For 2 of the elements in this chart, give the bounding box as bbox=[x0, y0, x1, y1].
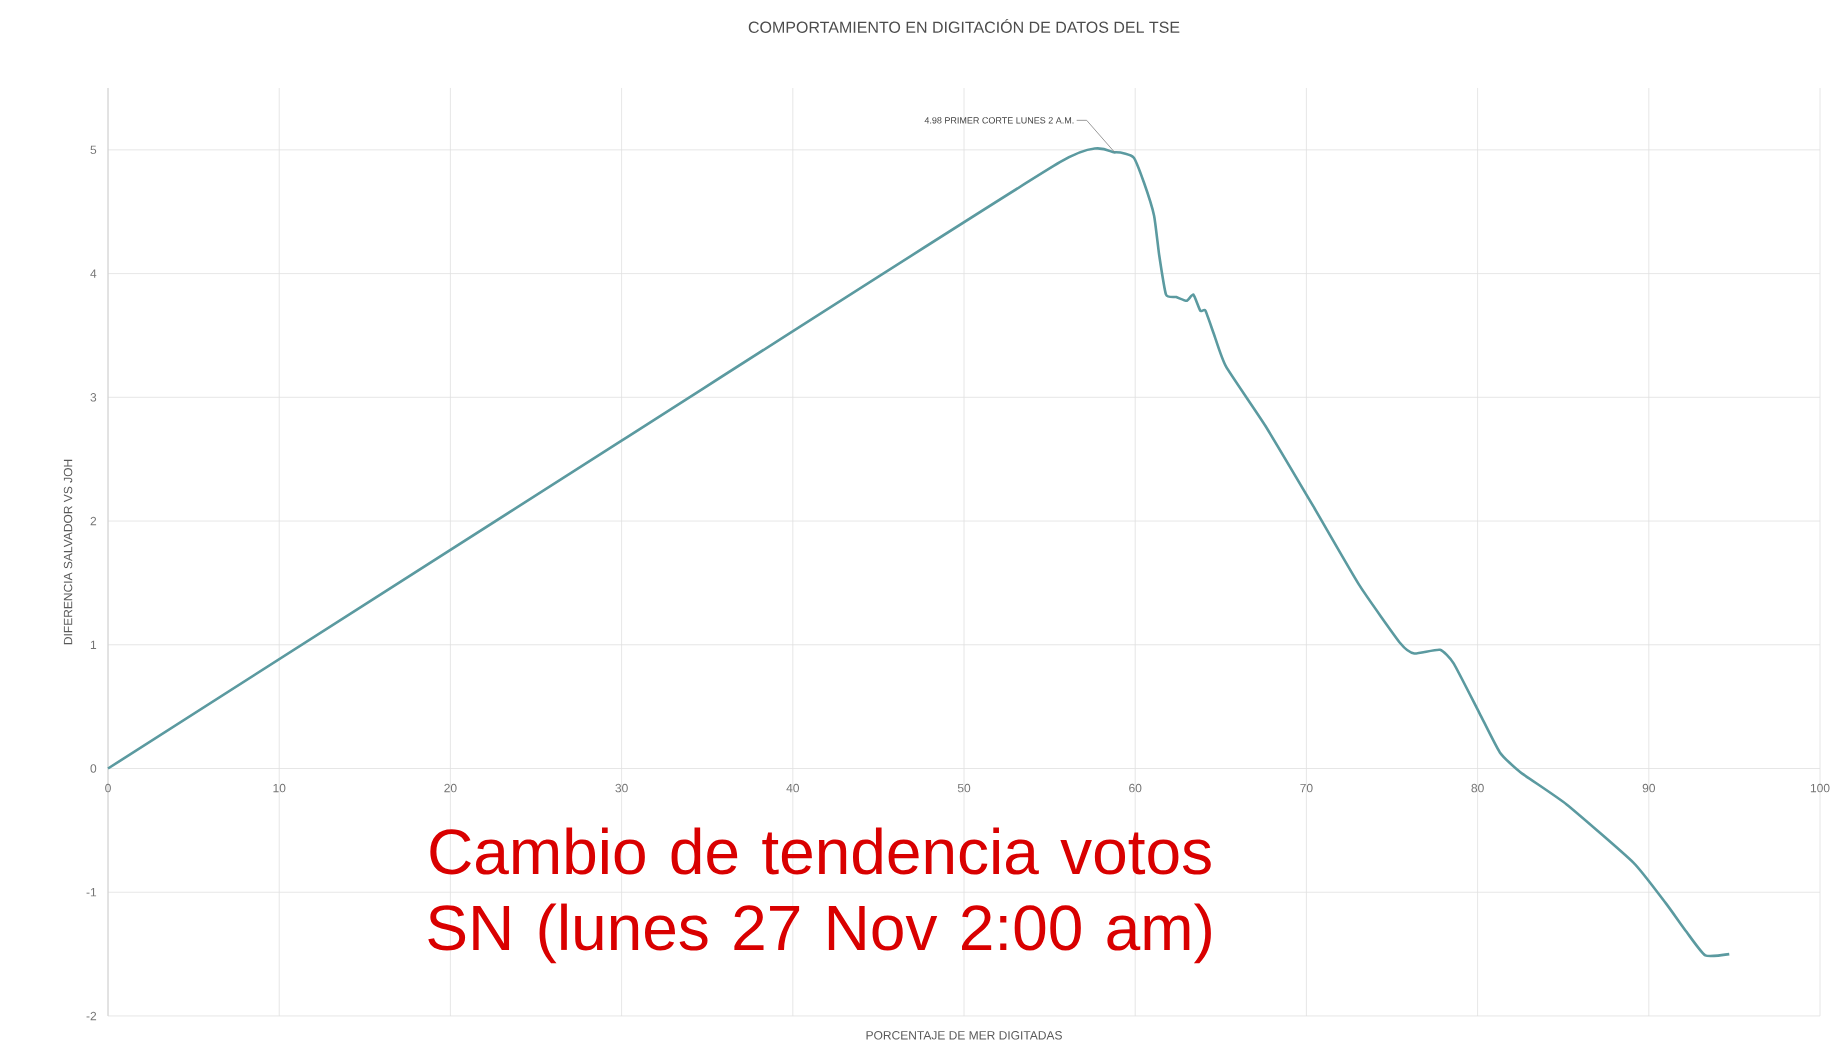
chart-title: COMPORTAMIENTO EN DIGITACIÓN DE DATOS DEL TSE bbox=[748, 18, 1180, 33]
annotation: Cambio de tendencia votos SN (lunes 27 Nov 2:00 am) bbox=[428, 827, 1211, 964]
